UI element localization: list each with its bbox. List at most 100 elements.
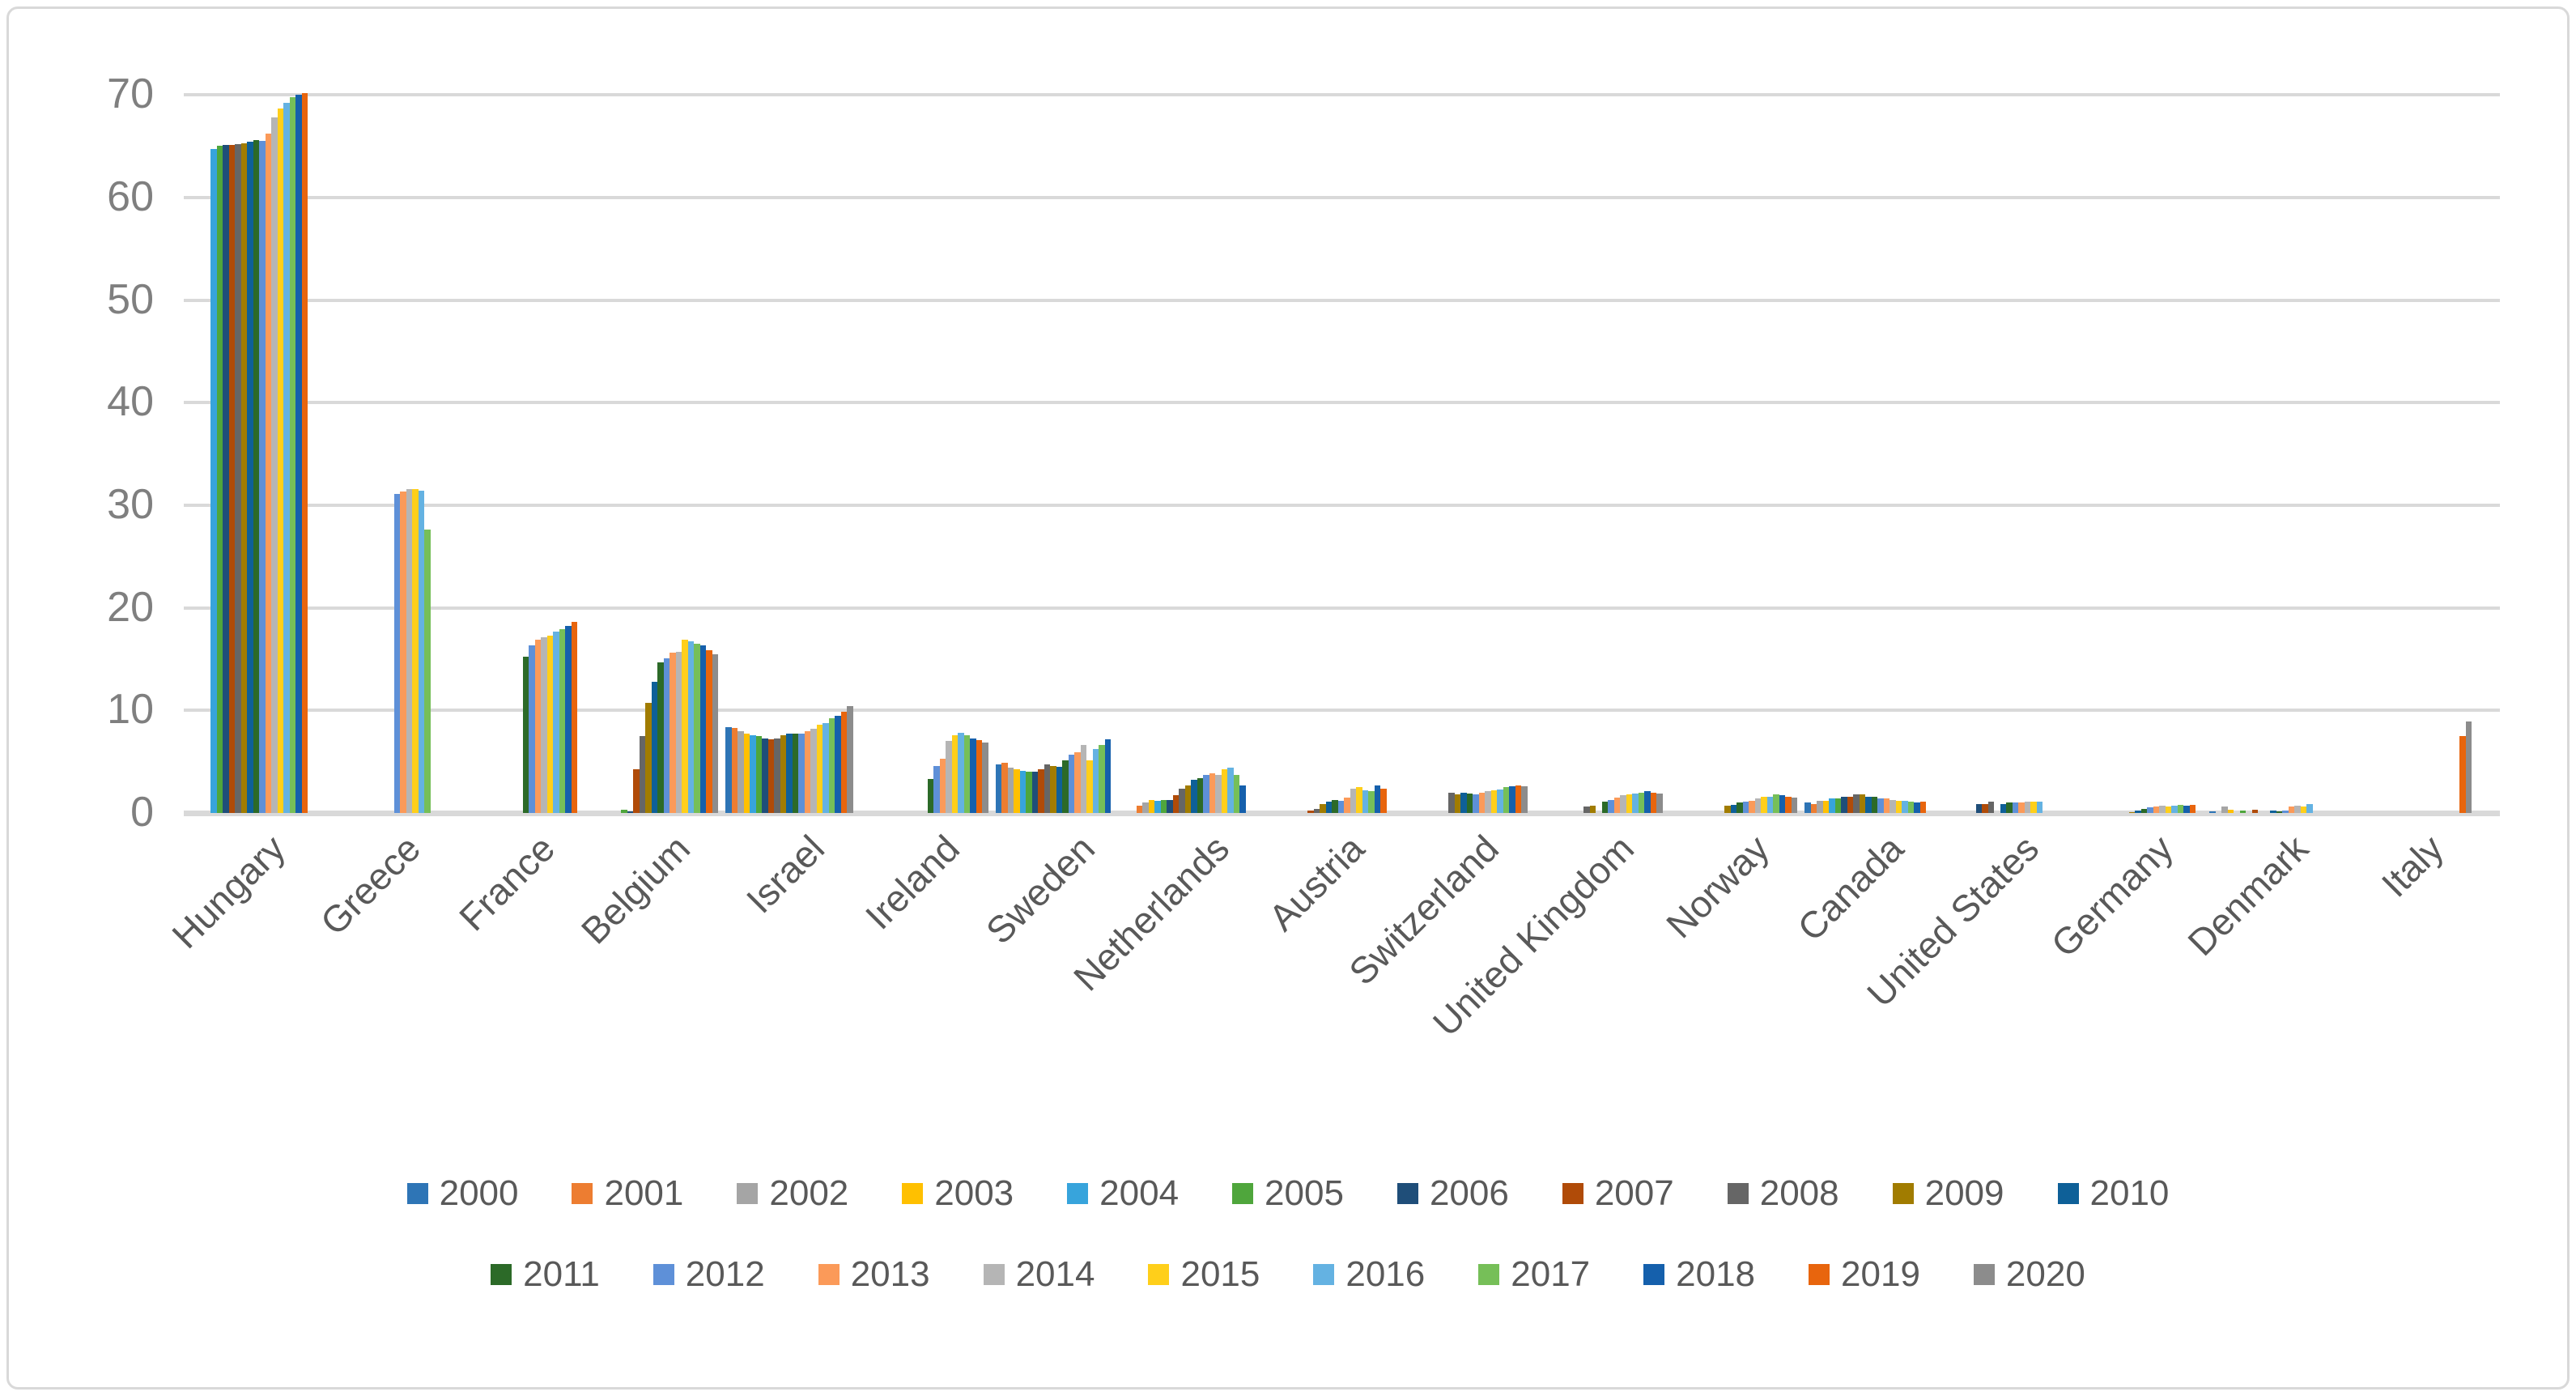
- bar-united-states-2006: [1975, 803, 1983, 813]
- country-group-austria: [1265, 95, 1393, 813]
- legend-item-2020: 2020: [1973, 1253, 2085, 1296]
- bar-hungary-2019: [301, 92, 308, 813]
- bar-united-states-2010: [2000, 803, 2007, 813]
- bar-hungary-2011: [253, 139, 259, 813]
- bar-israel-2012: [798, 734, 805, 813]
- legend-label-2018: 2018: [1676, 1254, 1756, 1294]
- bar-hungary-2009: [240, 143, 247, 813]
- bar-canada-2005: [1834, 798, 1842, 813]
- bar-denmark-2013: [2288, 807, 2294, 813]
- bar-canada-2017: [1907, 802, 1915, 813]
- legend-swatch-2015: [1148, 1264, 1170, 1285]
- bar-sweden-2016: [1092, 749, 1099, 813]
- country-group-canada: [1804, 95, 1932, 813]
- legend-item-2013: 2013: [818, 1253, 930, 1296]
- bar-israel-2004: [750, 734, 756, 813]
- bar-israel-2010: [786, 734, 793, 813]
- gridline-60: [184, 195, 2500, 199]
- bar-belgium-2020: [712, 653, 719, 813]
- bar-netherlands-2013: [1209, 772, 1216, 813]
- legend-label-2007: 2007: [1594, 1173, 1674, 1213]
- bar-switzerland-2013: [1478, 792, 1486, 813]
- bar-israel-2006: [762, 738, 768, 813]
- bar-switzerland-2018: [1509, 786, 1515, 813]
- bar-netherlands-2011: [1197, 777, 1204, 813]
- bar-denmark-2007: [2251, 809, 2258, 813]
- bar-united-kingdom-2012: [1608, 799, 1614, 813]
- bar-denmark-2016: [2306, 803, 2313, 813]
- bar-norway-2013: [1749, 800, 1755, 813]
- legend-label-2014: 2014: [1015, 1254, 1095, 1294]
- bar-ireland-2015: [951, 734, 958, 813]
- bar-sweden-2008: [1044, 764, 1051, 813]
- bar-norway-2010: [1730, 804, 1737, 813]
- gridline-10: [184, 709, 2500, 713]
- bar-united-kingdom-2009: [1589, 806, 1596, 813]
- bar-germany-2019: [2189, 804, 2196, 813]
- bar-netherlands-2001: [1136, 806, 1143, 813]
- country-group-france: [456, 95, 584, 813]
- bar-hungary-2013: [265, 134, 271, 813]
- country-group-united-states: [1940, 95, 2068, 813]
- bar-switzerland-2019: [1515, 785, 1522, 813]
- bar-canada-2000: [1804, 802, 1811, 813]
- bar-ireland-2014: [946, 741, 952, 813]
- legend-swatch-2000: [406, 1183, 428, 1204]
- bar-sweden-2014: [1080, 745, 1087, 813]
- bar-france-2011: [522, 657, 529, 813]
- x-axis-label-sweden: Sweden: [977, 827, 1103, 952]
- bar-ireland-2011: [927, 779, 933, 813]
- bar-netherlands-2009: [1184, 785, 1192, 813]
- legend-row-2: 2011 2012 2013 2014 2015 2016 2017 2018 2019 2020: [0, 1253, 2576, 1296]
- bar-sweden-2003: [1014, 768, 1020, 813]
- legend-swatch-2012: [653, 1264, 674, 1285]
- bar-israel-2008: [774, 738, 780, 813]
- legend-label-2013: 2013: [850, 1254, 930, 1294]
- legend-item-2009: 2009: [1892, 1173, 2004, 1215]
- bar-belgium-2012: [663, 658, 670, 813]
- bar-hungary-2015: [277, 108, 283, 813]
- bar-united-states-2008: [1987, 802, 1995, 813]
- legend-item-2001: 2001: [572, 1173, 683, 1215]
- bar-ireland-2018: [970, 738, 976, 813]
- legend-item-2017: 2017: [1478, 1253, 1590, 1296]
- legend-item-2012: 2012: [653, 1253, 765, 1296]
- bar-hungary-2017: [289, 96, 295, 813]
- country-group-israel: [725, 95, 853, 813]
- legend-item-2005: 2005: [1232, 1173, 1344, 1215]
- legend-swatch-2002: [737, 1183, 759, 1204]
- bar-belgium-2017: [694, 643, 700, 813]
- legend-label-2002: 2002: [769, 1173, 849, 1213]
- bar-denmark-2005: [2239, 811, 2246, 813]
- bar-united-states-2013: [2018, 802, 2025, 813]
- bar-belgium-2009: [645, 703, 652, 813]
- y-axis-tick-label-50: 50: [107, 275, 154, 323]
- bar-austria-2012: [1337, 800, 1345, 813]
- bar-germany-2010: [2135, 810, 2141, 813]
- bar-netherlands-2006: [1167, 799, 1173, 813]
- bar-austria-2014: [1350, 788, 1357, 813]
- country-group-belgium: [591, 95, 719, 813]
- legend-swatch-2004: [1067, 1183, 1089, 1204]
- legend-item-2002: 2002: [737, 1173, 848, 1215]
- x-axis-label-norway: Norway: [1657, 827, 1777, 947]
- legend-item-2006: 2006: [1396, 1173, 1509, 1215]
- bar-switzerland-2015: [1490, 790, 1498, 813]
- legend-item-2004: 2004: [1067, 1173, 1179, 1215]
- bar-belgium-2015: [682, 639, 688, 813]
- legend-row-1: 2000 2001 2002 2003 2004 2005 2006 2007 2008 2009…: [0, 1173, 2576, 1215]
- bar-denmark-2011: [2276, 811, 2282, 813]
- legend-swatch-2018: [1643, 1264, 1665, 1285]
- bar-belgium-2005: [621, 810, 627, 813]
- bar-israel-2011: [792, 734, 799, 813]
- country-group-norway: [1670, 95, 1798, 813]
- bar-canada-2008: [1853, 794, 1860, 813]
- country-group-italy: [2344, 95, 2472, 813]
- legend-label-2011: 2011: [523, 1254, 600, 1294]
- bar-germany-2012: [2147, 807, 2153, 813]
- bar-canada-2009: [1859, 794, 1866, 813]
- legend-swatch-2011: [491, 1264, 512, 1285]
- bar-netherlands-2014: [1215, 775, 1222, 813]
- bar-germany-2009: [2128, 811, 2136, 813]
- legend-item-2019: 2019: [1809, 1253, 1920, 1296]
